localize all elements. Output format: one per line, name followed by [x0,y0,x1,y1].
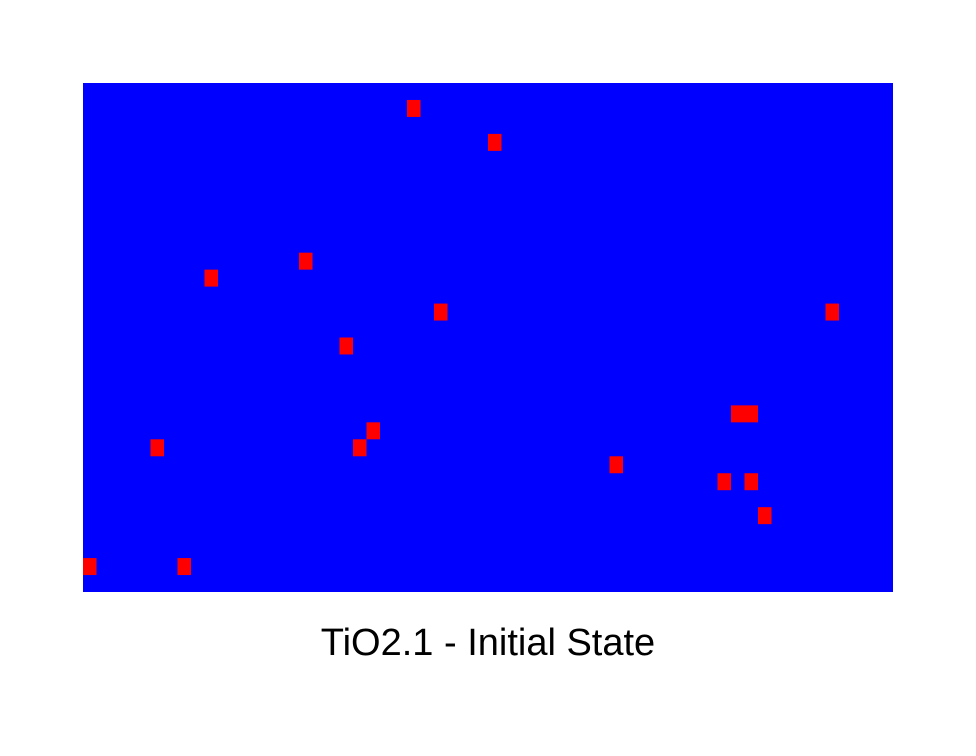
occupied-site [407,99,421,117]
occupied-site [731,405,745,423]
occupied-site [744,405,758,423]
occupied-site [758,507,772,525]
occupied-site [434,303,448,321]
chart-title: TiO2.1 - Initial State [320,622,656,664]
lattice-cells [83,99,839,576]
lattice-svg [83,83,893,592]
lattice-grid [83,83,893,592]
occupied-site [150,439,164,457]
occupied-site [825,303,839,321]
occupied-site [366,422,380,440]
occupied-site [717,473,731,491]
occupied-site [339,337,353,355]
occupied-site [353,439,367,457]
occupied-site [83,558,97,576]
occupied-site [204,269,218,287]
occupied-site [609,456,623,474]
lattice-background [83,83,893,592]
occupied-site [744,473,758,491]
occupied-site [177,558,191,576]
occupied-site [299,252,313,270]
occupied-site [488,133,502,151]
